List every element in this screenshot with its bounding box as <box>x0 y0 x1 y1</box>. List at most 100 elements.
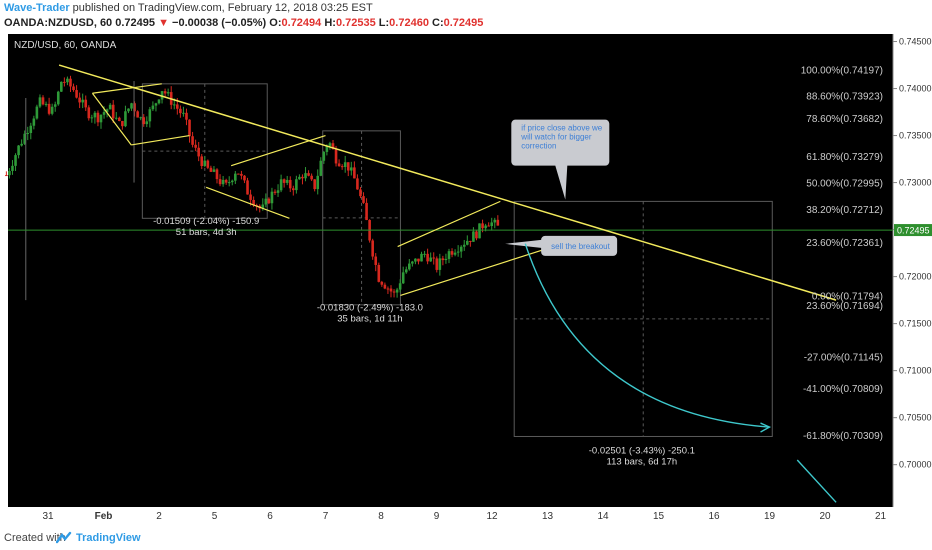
candle-body <box>340 166 344 168</box>
candle-body <box>227 182 231 184</box>
candle-body <box>301 176 304 179</box>
candle-body <box>127 108 130 112</box>
candle-body <box>188 119 191 137</box>
candle-body <box>66 78 69 83</box>
candle-body <box>487 225 490 227</box>
candle-body <box>240 173 243 176</box>
projection-curve <box>796 459 837 503</box>
tradingview-brand[interactable]: TradingView <box>76 532 141 544</box>
x-tick-label: 31 <box>42 511 54 522</box>
candle-body <box>496 219 500 226</box>
candle-body <box>200 156 204 167</box>
y-tick-label: 0.72000 <box>899 272 932 282</box>
candle-body <box>362 196 365 203</box>
candle-body <box>72 86 75 91</box>
candle-body <box>438 258 442 270</box>
projection-arrowhead <box>760 422 772 433</box>
publish-info: Wave-Trader published on TradingView.com… <box>4 2 373 14</box>
candle-body <box>398 283 402 290</box>
x-tick-label: 5 <box>212 511 218 522</box>
candle-body <box>252 199 255 206</box>
candle-body <box>203 160 207 167</box>
candle-body <box>90 117 94 119</box>
candles-group <box>5 75 500 298</box>
candle-body <box>417 258 420 262</box>
candle-body <box>8 170 11 176</box>
candle-body <box>441 258 445 261</box>
candle-body <box>96 112 100 123</box>
y-tick-label: 0.70000 <box>899 460 932 470</box>
candle-body <box>78 97 81 103</box>
candle-body <box>459 246 463 252</box>
candle-body <box>176 104 179 109</box>
candle-body <box>493 219 497 223</box>
candle-body <box>401 272 405 284</box>
y-tick-label: 0.74000 <box>899 84 932 94</box>
candle-body <box>365 202 368 221</box>
measure-bars: 35 bars, 1d 11h <box>337 313 402 324</box>
fib-level-label: -27.00%(0.71145) <box>804 353 883 364</box>
candle-body <box>313 179 316 190</box>
x-tick-label: 2 <box>156 511 162 522</box>
candle-body <box>63 81 66 83</box>
measure-value: -0.01830 (-2.49%) -183.0 <box>317 302 423 313</box>
fib-level-label: 0.00%(0.71794) <box>812 291 883 302</box>
chart-header: Wave-Trader published on TradingView.com… <box>0 0 932 32</box>
x-tick-label: 9 <box>434 511 440 522</box>
candle-body <box>136 111 139 118</box>
candle-body <box>194 144 197 148</box>
y-tick-label: 0.73500 <box>899 131 932 141</box>
x-tick-label: 7 <box>323 511 329 522</box>
trendline <box>397 200 501 248</box>
candle-body <box>334 149 338 164</box>
candle-body <box>20 143 23 146</box>
candle-body <box>14 155 17 166</box>
candle-body <box>261 204 265 209</box>
high-value: 0.72535 <box>335 17 376 29</box>
trendline <box>131 134 190 146</box>
fib-level-label: 23.60%(0.71694) <box>806 301 883 312</box>
candle-body <box>484 225 487 229</box>
candle-body <box>114 117 118 119</box>
candle-body <box>139 117 142 119</box>
candle-body <box>118 117 121 122</box>
symbol-info: OANDA:NZDUSD, 60 0.72495 ▼ −0.00038 (−0.… <box>4 17 483 29</box>
candle-body <box>450 251 454 255</box>
x-tick-label: 14 <box>597 511 609 522</box>
candle-body <box>298 176 301 180</box>
candle-body <box>456 251 460 253</box>
candle-body <box>292 188 295 191</box>
price-change: −0.00038 (−0.05%) <box>172 17 267 29</box>
candle-body <box>185 112 188 120</box>
candle-body <box>230 180 234 183</box>
candle-body <box>108 104 112 110</box>
candle-body <box>270 191 274 204</box>
candle-body <box>389 288 393 292</box>
candle-body <box>475 231 478 239</box>
candle-body <box>331 143 335 150</box>
candle-body <box>145 121 149 125</box>
candle-body <box>295 179 298 191</box>
candle-body <box>197 147 200 157</box>
candle-body <box>148 109 152 122</box>
candle-body <box>111 104 115 119</box>
candle-body <box>478 223 481 239</box>
price-chart[interactable]: 0.745000.740000.735000.730000.725000.720… <box>0 32 932 527</box>
candle-body <box>17 145 20 156</box>
x-tick-label: Feb <box>95 511 113 522</box>
x-tick-label: 19 <box>764 511 776 522</box>
candle-body <box>337 163 341 167</box>
current-price-label: 0.72495 <box>897 226 930 236</box>
open-value: 0.72494 <box>281 17 322 29</box>
candle-body <box>285 179 289 183</box>
low-label: L: <box>378 17 390 29</box>
x-tick-label: 21 <box>875 511 887 522</box>
candle-body <box>411 261 414 264</box>
candle-body <box>215 169 219 180</box>
fib-level-label: 50.00%(0.72995) <box>806 179 883 190</box>
high-label: H: <box>324 17 336 29</box>
candle-body <box>273 191 277 193</box>
candle-body <box>5 175 8 177</box>
author-link[interactable]: Wave-Trader <box>4 2 70 14</box>
candle-body <box>371 240 374 257</box>
